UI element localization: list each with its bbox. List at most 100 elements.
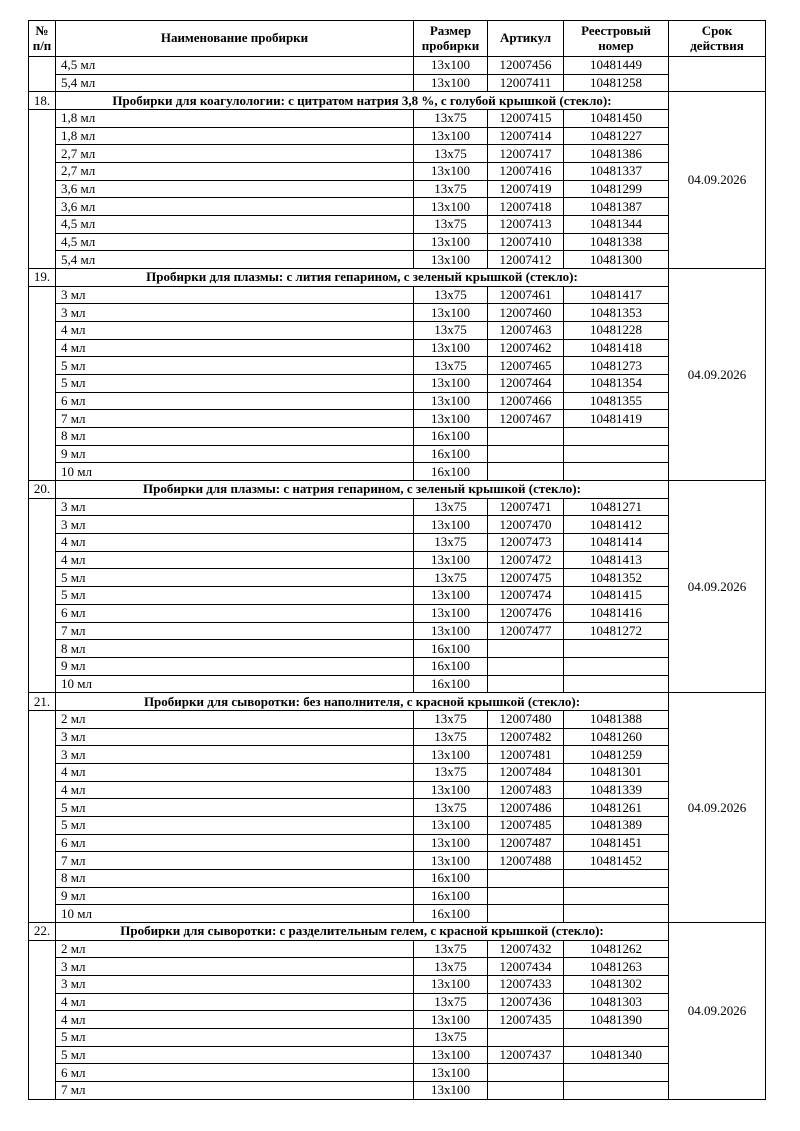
tube-name-cell: 8 мл <box>55 868 414 888</box>
registry-number-cell <box>563 1080 669 1100</box>
tube-size-cell: 13x100 <box>413 550 488 570</box>
tube-name-cell: 3 мл <box>55 497 414 517</box>
article-cell: 12007433 <box>487 974 564 994</box>
registry-number-cell: 10481413 <box>563 550 669 570</box>
article-cell: 12007418 <box>487 197 564 217</box>
tube-name-cell: 4 мл <box>55 321 414 340</box>
article-cell: 12007476 <box>487 603 564 623</box>
registry-number-cell <box>563 674 669 694</box>
registry-number-cell: 10481302 <box>563 974 669 994</box>
tube-name-cell: 3,6 мл <box>55 197 414 217</box>
tube-size-cell: 13x75 <box>413 992 488 1012</box>
tube-name-cell: 4,5 мл <box>55 215 414 234</box>
data-row: 4 мл 13x75 12007436 10481303 <box>29 992 766 1012</box>
tube-name-cell: 4 мл <box>55 762 414 782</box>
article-cell: 12007473 <box>487 533 564 552</box>
tube-name-cell: 10 мл <box>55 462 414 482</box>
registry-number-cell: 10481419 <box>563 409 669 429</box>
tube-size-cell: 13x75 <box>413 356 488 376</box>
article-cell <box>487 1080 564 1100</box>
data-row: 6 мл 13x100 12007487 10481451 <box>29 833 766 853</box>
data-row: 4 мл 13x75 12007484 10481301 <box>29 762 766 782</box>
section-number-cell: 20. <box>28 480 56 499</box>
registry-number-cell <box>563 656 669 676</box>
data-row: 5 мл 13x100 12007464 10481354 <box>29 374 766 393</box>
section-header-row: 18. Пробирки для коагулологии: с цитратом… <box>28 91 766 270</box>
tube-name-cell: 3 мл <box>55 515 414 535</box>
data-row: 6 мл 13x100 12007476 10481416 <box>29 603 766 623</box>
data-row: 7 мл 13x100 12007488 10481452 <box>29 851 766 870</box>
tube-name-cell: 3 мл <box>55 303 414 323</box>
article-cell: 12007417 <box>487 144 564 164</box>
data-row: 8 мл 16x100 <box>29 868 766 888</box>
article-cell: 12007411 <box>487 73 564 93</box>
registry-number-cell: 10481389 <box>563 815 669 835</box>
validity-cell: 04.09.2026 <box>668 921 766 1100</box>
tube-name-cell: 7 мл <box>55 851 414 870</box>
article-cell: 12007456 <box>487 56 564 75</box>
tube-name-cell: 3,6 мл <box>55 179 414 199</box>
article-cell <box>487 1063 564 1082</box>
tube-name-cell: 8 мл <box>55 427 414 446</box>
registry-number-cell: 10481418 <box>563 338 669 358</box>
data-row: 3 мл 13x100 12007460 10481353 <box>29 303 766 323</box>
section-header-row: 21. Пробирки для сыворотки: без наполните… <box>28 692 766 923</box>
article-cell: 12007474 <box>487 586 564 605</box>
article-cell: 12007413 <box>487 215 564 234</box>
registry-number-cell: 10481227 <box>563 126 669 146</box>
registry-number-cell: 10481273 <box>563 356 669 376</box>
section-title-cell: Пробирки для сыворотки: с разделительным… <box>55 921 669 941</box>
tube-name-cell: 4 мл <box>55 1010 414 1029</box>
tube-size-cell: 13x100 <box>413 1080 488 1100</box>
registry-number-cell <box>563 639 669 658</box>
data-row: 5,4 мл 13x100 12007411 10481258 <box>29 73 766 93</box>
section-number-cell: 21. <box>28 692 56 711</box>
tube-name-cell: 6 мл <box>55 391 414 411</box>
tube-size-cell: 13x75 <box>413 957 488 976</box>
article-cell: 12007471 <box>487 497 564 517</box>
registry-number-cell: 10481355 <box>563 391 669 411</box>
data-row: 2,7 мл 13x75 12007417 10481386 <box>29 144 766 164</box>
article-cell <box>487 462 564 482</box>
tube-size-cell: 13x75 <box>413 798 488 817</box>
tube-name-cell: 5,4 мл <box>55 73 414 93</box>
data-row: 4,5 мл 13x100 12007456 10481449 <box>28 55 766 93</box>
registry-number-cell: 10481416 <box>563 603 669 623</box>
article-cell: 12007412 <box>487 250 564 270</box>
tube-size-cell: 13x75 <box>413 1027 488 1047</box>
data-row: 2 мл 13x75 12007480 10481388 <box>28 709 766 923</box>
article-cell: 12007419 <box>487 179 564 199</box>
tube-size-cell: 13x75 <box>413 497 488 517</box>
validity-cell: 04.09.2026 <box>668 268 766 482</box>
table-header: № п/п Наименование пробирки Размер проби… <box>28 20 766 57</box>
data-row: 9 мл 16x100 <box>29 656 766 676</box>
tube-size-cell: 16x100 <box>413 674 488 694</box>
tube-name-cell: 1,8 мл <box>55 126 414 146</box>
tube-size-cell: 13x75 <box>413 939 488 959</box>
registry-number-cell: 10481387 <box>563 197 669 217</box>
data-row: 7 мл 13x100 12007467 10481419 <box>29 409 766 429</box>
article-cell: 12007414 <box>487 126 564 146</box>
article-cell: 12007415 <box>487 109 564 128</box>
registry-number-cell: 10481450 <box>563 109 669 128</box>
article-cell: 12007482 <box>487 727 564 747</box>
tube-size-cell: 13x100 <box>413 515 488 535</box>
registry-number-cell: 10481386 <box>563 144 669 164</box>
validity-cell: 04.09.2026 <box>668 480 766 694</box>
data-row: 1,8 мл 13x100 12007414 10481227 <box>29 126 766 146</box>
registry-number-cell: 10481352 <box>563 568 669 588</box>
data-row: 3 мл 13x100 12007433 10481302 <box>29 974 766 994</box>
tube-size-cell: 13x75 <box>413 321 488 340</box>
tube-size-cell: 13x100 <box>413 303 488 323</box>
data-row: 4,5 мл 13x100 12007410 10481338 <box>29 232 766 252</box>
registry-number-cell: 10481390 <box>563 1010 669 1029</box>
registry-number-cell: 10481300 <box>563 250 669 270</box>
section-header-row: 22. Пробирки для сыворотки: с разделитель… <box>28 921 766 1100</box>
data-row: 7 мл 13x100 <box>29 1080 766 1100</box>
tube-name-cell: 5 мл <box>55 586 414 605</box>
data-row: 3 мл 13x100 12007481 10481259 <box>29 745 766 764</box>
article-cell: 12007437 <box>487 1045 564 1065</box>
tube-name-cell: 10 мл <box>55 674 414 694</box>
registry-number-cell: 10481303 <box>563 992 669 1012</box>
section-title-cell: Пробирки для сыворотки: без наполнителя,… <box>55 692 669 711</box>
